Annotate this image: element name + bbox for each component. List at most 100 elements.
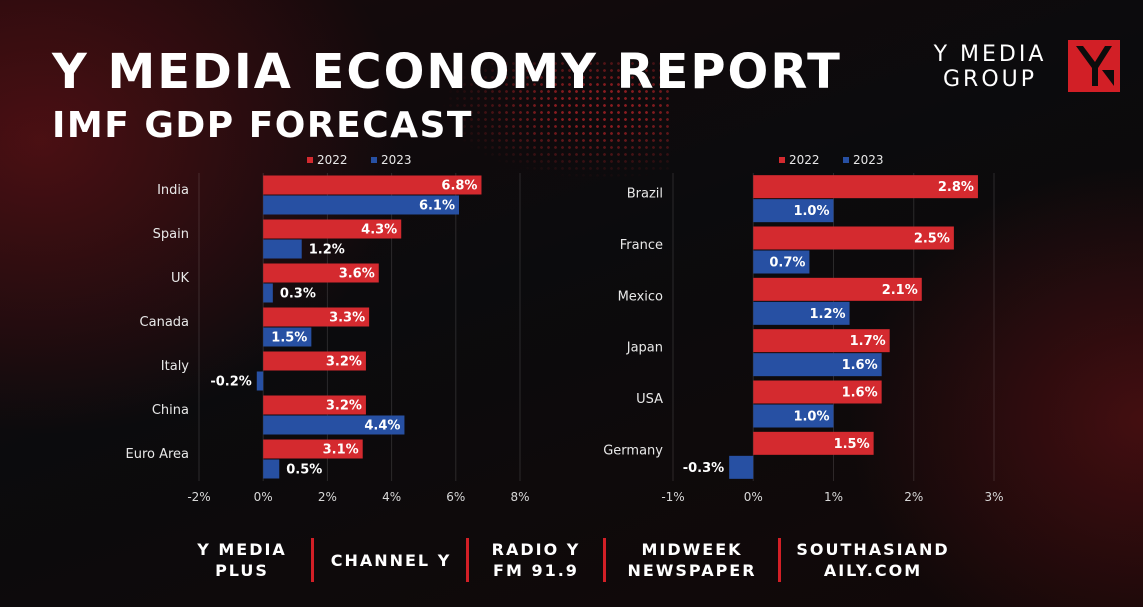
bar-2022 xyxy=(263,175,482,195)
dot-pattern-decoration xyxy=(440,60,670,180)
data-label: 1.7% xyxy=(850,334,886,349)
footer-item-southasiandaily[interactable]: SOUTHASIAND AILY.COM xyxy=(784,534,962,586)
data-label: 0.7% xyxy=(769,256,805,271)
x-tick-label: 6% xyxy=(446,490,465,504)
logo-line-1: Y MEDIA xyxy=(933,42,1047,67)
footer-item-channel-y[interactable]: CHANNEL Y xyxy=(318,534,464,586)
footer-item-y-media-plus[interactable]: Y MEDIA PLUS xyxy=(180,534,304,586)
data-label: -0.3% xyxy=(683,461,724,476)
x-tick-label: 0% xyxy=(254,490,273,504)
bar-2023 xyxy=(263,459,280,479)
logo-text: Y MEDIA GROUP xyxy=(920,42,1060,92)
category-label: India xyxy=(157,183,189,198)
category-label: Mexico xyxy=(618,289,663,304)
legend-marker-2022 xyxy=(779,157,785,163)
data-label: 1.6% xyxy=(842,386,878,401)
data-label: 1.2% xyxy=(309,243,345,258)
category-label: Canada xyxy=(140,315,189,330)
bar-2022 xyxy=(263,351,366,371)
bar-2023 xyxy=(729,455,754,479)
footer-item-midweek-newspaper[interactable]: MIDWEEK NEWSPAPER xyxy=(610,534,774,586)
data-label: 2.1% xyxy=(882,283,918,298)
footer: Y MEDIA PLUS CHANNEL Y RADIO Y FM 91.9 MID… xyxy=(0,534,1143,586)
footer-item-line: MIDWEEK xyxy=(641,540,743,559)
bar-2022 xyxy=(753,329,890,353)
data-label: 3.1% xyxy=(323,443,359,458)
bar-2023 xyxy=(263,195,460,215)
data-label: 2.5% xyxy=(914,232,950,247)
bar-2023 xyxy=(753,250,810,274)
category-label: USA xyxy=(636,392,663,407)
footer-item-line: FM 91.9 xyxy=(493,561,579,580)
data-label: 1.6% xyxy=(842,358,878,373)
category-label: France xyxy=(620,238,663,253)
footer-separator xyxy=(603,538,606,582)
bar-2023 xyxy=(753,404,834,428)
category-label: Italy xyxy=(161,359,190,374)
x-tick-label: 3% xyxy=(984,490,1003,504)
category-label: Brazil xyxy=(627,187,663,202)
x-tick-label: 1% xyxy=(824,490,843,504)
data-label: 1.0% xyxy=(793,204,829,219)
footer-item-radio-y[interactable]: RADIO Y FM 91.9 xyxy=(472,534,600,586)
chart-right: -1% 0% 1% 2% 3% 2022 2023 Brazil 2.8% 1.0% France 2… xyxy=(603,153,1003,504)
footer-item-line: Y MEDIA xyxy=(197,540,287,559)
footer-item-line: CHANNEL Y xyxy=(330,550,452,570)
charts-canvas: -2% 0% 2% 4% 6% 8% 2022 2023 India 6.8% 6.1% Spain 4… xyxy=(125,153,1003,504)
category-label: Japan xyxy=(626,341,663,356)
footer-item-line: NEWSPAPER xyxy=(627,561,757,580)
data-label: 2.8% xyxy=(938,180,974,195)
y-media-logo-icon xyxy=(1068,40,1120,92)
bar-2022 xyxy=(753,175,978,199)
category-label: UK xyxy=(171,271,190,286)
data-label: 3.2% xyxy=(326,399,362,414)
data-label: 1.2% xyxy=(809,307,845,322)
footer-separator xyxy=(778,538,781,582)
data-label: 6.8% xyxy=(441,179,477,194)
bar-2022 xyxy=(263,395,366,415)
page-title: Y MEDIA ECONOMY REPORT xyxy=(52,44,842,100)
footer-item-line: PLUS xyxy=(215,561,269,580)
bar-2022 xyxy=(263,219,402,239)
data-label: 1.5% xyxy=(271,331,307,346)
x-tick-label: 4% xyxy=(382,490,401,504)
brand-logo: Y MEDIA GROUP xyxy=(920,38,1120,94)
footer-item-line: SOUTHASIAND xyxy=(796,540,950,559)
data-label: 0.3% xyxy=(280,287,316,302)
category-label: Euro Area xyxy=(125,447,189,462)
footer-item-line: RADIO Y xyxy=(491,540,581,559)
category-label: Spain xyxy=(153,227,189,242)
bar-2023 xyxy=(263,327,312,347)
chart-left: -2% 0% 2% 4% 6% 8% 2022 2023 India 6.8% 6.1% Spain 4… xyxy=(125,153,529,504)
data-label: 4.4% xyxy=(364,419,400,434)
bar-2022 xyxy=(263,307,370,327)
footer-separator xyxy=(311,538,314,582)
x-tick-label: 2% xyxy=(904,490,923,504)
data-label: 3.2% xyxy=(326,355,362,370)
data-label: 6.1% xyxy=(419,199,455,214)
footer-separator xyxy=(466,538,469,582)
bar-2023 xyxy=(256,371,264,391)
bar-2022 xyxy=(753,226,954,250)
legend-label-2022: 2022 xyxy=(789,153,820,167)
x-tick-label: -1% xyxy=(661,490,684,504)
bar-2022 xyxy=(753,431,874,455)
legend-label-2022: 2022 xyxy=(317,153,348,167)
bar-2023 xyxy=(753,301,850,325)
data-label: 0.5% xyxy=(286,463,322,478)
legend-marker-2023 xyxy=(843,157,849,163)
data-label: 1.5% xyxy=(834,437,870,452)
legend-marker-2023 xyxy=(371,157,377,163)
data-label: -0.2% xyxy=(210,375,251,390)
data-label: 4.3% xyxy=(361,223,397,238)
legend-label-2023: 2023 xyxy=(381,153,412,167)
x-tick-label: -2% xyxy=(187,490,210,504)
bar-2022 xyxy=(753,277,922,301)
legend-marker-2022 xyxy=(307,157,313,163)
category-label: Germany xyxy=(603,443,663,458)
logo-line-2: GROUP xyxy=(942,67,1038,92)
bar-2023 xyxy=(753,199,834,223)
bar-2023 xyxy=(263,239,302,259)
legend-label-2023: 2023 xyxy=(853,153,884,167)
data-label: 3.3% xyxy=(329,311,365,326)
